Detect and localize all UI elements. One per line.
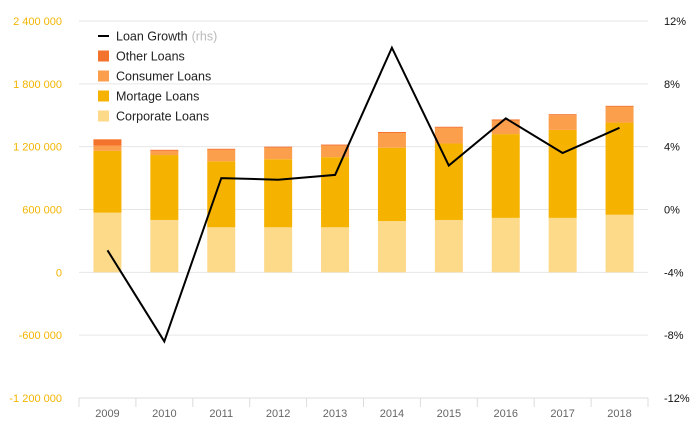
bar-series: [93, 105, 634, 273]
other-loans-bar: [548, 114, 577, 116]
legend-label-text: Consumer Loans: [116, 70, 211, 84]
x-tick-label: 2015: [437, 408, 461, 420]
other-loans-bar: [93, 139, 122, 146]
consumer-loans-bar: [605, 106, 634, 123]
mortage-loans-bar: [434, 143, 463, 220]
y-left-tick-label: 1 200 000: [13, 142, 62, 154]
x-tick-label: 2018: [607, 408, 631, 420]
legend-color-box: [98, 110, 109, 122]
mortage-loans-bar: [150, 155, 179, 220]
mortage-loans-bar: [321, 157, 350, 228]
x-tick-label: 2017: [550, 408, 574, 420]
other-loans-bar: [434, 126, 463, 128]
corporate-loans-bar: [491, 217, 520, 273]
x-tick-label: 2012: [266, 408, 290, 420]
legend-label-text: Other Loans: [116, 50, 185, 64]
legend-label: Mortage Loans: [116, 90, 199, 104]
corporate-loans-bar: [434, 219, 463, 273]
corporate-loans-bar: [605, 214, 634, 273]
corporate-loans-bar: [93, 212, 122, 273]
y-left-tick-label: 600 000: [22, 205, 62, 217]
legend-suffix: (rhs): [192, 30, 218, 44]
x-tick-label: 2010: [152, 408, 176, 420]
line-series: [106, 45, 620, 344]
consumer-loans-bar: [264, 147, 293, 160]
other-loans-bar: [207, 148, 236, 150]
corporate-loans-bar: [150, 219, 179, 273]
x-tick-label: 2014: [380, 408, 404, 420]
other-loans-bar: [264, 146, 293, 148]
corporate-loans-bar: [264, 227, 293, 273]
legend-label-text: Loan Growth: [116, 30, 188, 44]
axes: 2 400 000 1 800 000 1 200 000 600 000 0 -600 …: [9, 16, 690, 420]
legend-color-box: [98, 70, 109, 82]
mortage-loans-bar: [491, 134, 520, 218]
y-right-tick-label: 4%: [664, 142, 680, 154]
other-loans-bar: [321, 144, 350, 146]
corporate-loans-bar: [548, 217, 577, 273]
mortage-loans-bar: [377, 147, 406, 222]
legend: Loan Growth (rhs) Other Loans Consumer Loan…: [98, 30, 217, 124]
consumer-loans-bar: [377, 133, 406, 148]
other-loans-bar: [150, 149, 179, 151]
legend-label: Loan Growth (rhs): [116, 30, 217, 44]
y-right-tick-label: -8%: [664, 330, 684, 342]
x-tick-label: 2016: [494, 408, 518, 420]
y-right-tick-label: -12%: [664, 393, 690, 405]
legend-color-box: [98, 50, 109, 62]
consumer-loans-bar: [321, 145, 350, 158]
legend-label-text: Corporate Loans: [116, 110, 209, 124]
consumer-loans-bar: [93, 145, 122, 151]
legend-label-text: Mortage Loans: [116, 90, 199, 104]
consumer-loans-bar: [150, 150, 179, 156]
x-tick-label: 2011: [209, 408, 233, 420]
legend-label: Consumer Loans: [116, 70, 211, 84]
y-left-tick-label: -600 000: [19, 330, 62, 342]
y-left-tick-label: 0: [56, 267, 62, 279]
y-right-tick-label: 8%: [664, 79, 680, 91]
y-left-tick-label: 2 400 000: [13, 16, 62, 28]
corporate-loans-bar: [207, 227, 236, 273]
corporate-loans-bar: [321, 227, 350, 273]
mortage-loans-bar: [548, 129, 577, 218]
y-left-tick-label: -1 200 000: [9, 393, 62, 405]
legend-label: Other Loans: [116, 50, 185, 64]
mortage-loans-bar: [93, 150, 122, 213]
x-tick-label: 2009: [95, 408, 119, 420]
consumer-loans-bar: [434, 127, 463, 144]
y-left-tick-label: 1 800 000: [13, 79, 62, 91]
mortage-loans-bar: [264, 159, 293, 228]
legend-label: Corporate Loans: [116, 110, 209, 124]
consumer-loans-bar: [207, 149, 236, 162]
other-loans-bar: [491, 119, 520, 121]
legend-color-box: [98, 90, 109, 102]
consumer-loans-bar: [548, 115, 577, 130]
other-loans-bar: [605, 105, 634, 107]
x-tick-label: 2013: [323, 408, 347, 420]
y-right-tick-label: -4%: [664, 267, 684, 279]
corporate-loans-bar: [377, 221, 406, 273]
y-right-tick-label: 12%: [664, 16, 686, 28]
mortage-loans-bar: [207, 161, 236, 228]
other-loans-bar: [377, 132, 406, 134]
mortage-loans-bar: [605, 122, 634, 215]
y-right-tick-label: 0%: [664, 205, 680, 217]
loan-growth-line: [106, 45, 620, 344]
